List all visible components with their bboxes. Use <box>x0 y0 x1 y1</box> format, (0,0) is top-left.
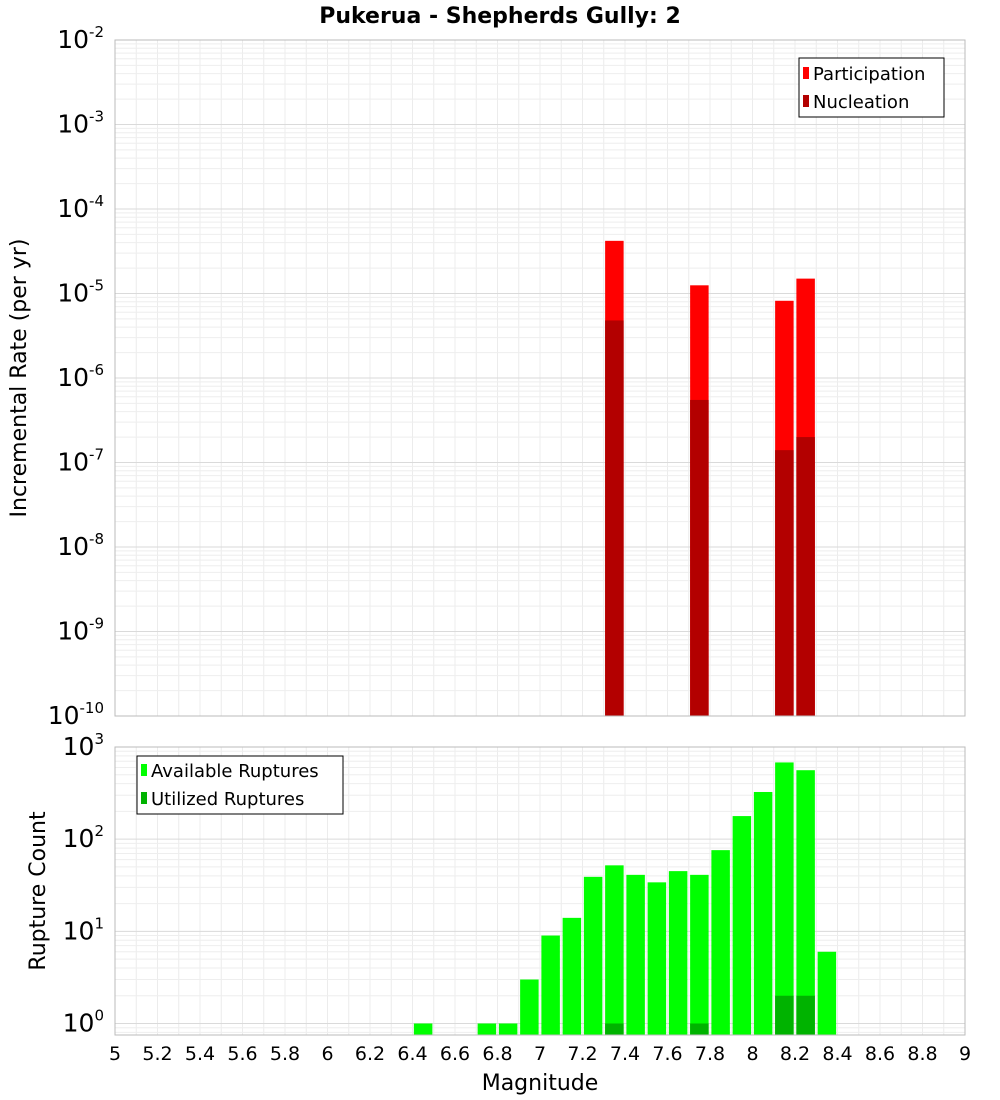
x-tick-label: 5.8 <box>270 1043 300 1065</box>
bar-nucleation <box>690 399 709 716</box>
y-tick-label: 10-7 <box>57 446 104 477</box>
participation-plot: 10-2 10-3 10-4 10-5 10-6 10-7 10-8 10-9 10-10 In… <box>7 23 966 730</box>
top-y-ticks: 10-2 10-3 10-4 10-5 10-6 10-7 10-8 10-9 10-10 <box>48 23 104 730</box>
x-ticks: 5 5.2 5.4 5.6 5.8 6 6.2 6.4 6.6 6.8 7 7.2 7.4 7.6 7.8 8… <box>109 1043 971 1065</box>
top-plot-border <box>114 39 966 717</box>
bottom-y-ticks: 103 102 101 100 <box>63 730 104 1037</box>
top-gridlines <box>114 40 966 717</box>
x-tick-label: 7.2 <box>567 1043 597 1065</box>
bar-available-ruptures <box>605 865 624 1035</box>
x-axis-label: Magnitude <box>482 1071 599 1096</box>
x-tick-label: 5 <box>109 1043 121 1065</box>
bar-available-ruptures <box>583 876 603 1035</box>
top-bars <box>605 240 815 716</box>
y-tick-label: 10-4 <box>57 192 104 223</box>
bar-available-ruptures <box>690 874 709 1035</box>
bar-available-ruptures <box>562 917 582 1035</box>
x-tick-label: 7.4 <box>610 1043 640 1065</box>
legend-label-participation: Participation <box>813 64 925 85</box>
y-tick-label: 10-5 <box>57 277 104 308</box>
y-tick-label: 103 <box>63 730 104 761</box>
x-tick-label: 6.8 <box>482 1043 512 1065</box>
bar-available-ruptures <box>498 1023 518 1035</box>
top-legend: Participation Nucleation <box>798 57 945 118</box>
x-tick-label: 6.4 <box>397 1043 427 1065</box>
x-tick-label: 6.6 <box>440 1043 470 1065</box>
y-tick-label: 10-2 <box>57 23 104 54</box>
legend-swatch-available <box>141 764 147 776</box>
bar-utilized-ruptures <box>796 995 815 1035</box>
bar-available-ruptures <box>753 791 773 1035</box>
top-legend-box <box>798 57 945 118</box>
y-tick-label: 101 <box>63 914 104 945</box>
bar-nucleation <box>775 450 794 716</box>
bar-available-ruptures <box>413 1023 433 1035</box>
y-tick-label: 10-3 <box>57 108 104 139</box>
x-tick-label: 8.4 <box>822 1043 852 1065</box>
bar-available-ruptures <box>647 882 667 1035</box>
x-tick-label: 7.6 <box>652 1043 682 1065</box>
bar-available-ruptures <box>477 1023 497 1035</box>
bottom-legend-box <box>136 755 344 815</box>
bar-available-ruptures <box>668 871 688 1035</box>
legend-label-utilized: Utilized Ruptures <box>151 789 304 810</box>
y-tick-label: 10-10 <box>48 699 104 730</box>
x-tick-label: 5.4 <box>185 1043 215 1065</box>
chart-title: Pukerua - Shepherds Gully: 2 <box>319 4 681 29</box>
y-tick-label: 10-8 <box>57 530 104 561</box>
bottom-bars <box>413 762 837 1035</box>
bar-available-ruptures <box>711 850 730 1035</box>
legend-swatch-participation <box>803 67 809 79</box>
x-tick-label: 8.8 <box>907 1043 937 1065</box>
y-tick-label: 10-6 <box>57 361 104 392</box>
bar-available-ruptures <box>732 816 752 1035</box>
y-tick-label: 102 <box>63 822 104 853</box>
bar-available-ruptures <box>626 874 645 1035</box>
x-tick-label: 8 <box>746 1043 758 1065</box>
x-tick-label: 6 <box>321 1043 333 1065</box>
legend-label-nucleation: Nucleation <box>813 92 909 113</box>
x-tick-label: 5.2 <box>142 1043 172 1065</box>
legend-label-available: Available Ruptures <box>151 761 319 782</box>
bar-nucleation <box>796 437 815 716</box>
bottom-legend: Available Ruptures Utilized Ruptures <box>136 755 344 815</box>
bar-available-ruptures <box>775 762 794 1035</box>
bar-nucleation <box>605 320 624 716</box>
bar-utilized-ruptures <box>605 1023 624 1035</box>
bar-available-ruptures <box>817 951 837 1035</box>
top-y-axis-label: Incremental Rate (per yr) <box>7 239 32 518</box>
x-tick-label: 5.6 <box>227 1043 257 1065</box>
bar-available-ruptures <box>541 935 560 1035</box>
bar-utilized-ruptures <box>775 995 794 1035</box>
y-tick-label: 100 <box>63 1006 104 1037</box>
y-tick-label: 10-9 <box>57 615 104 646</box>
x-tick-label: 8.6 <box>865 1043 895 1065</box>
x-tick-label: 9 <box>959 1043 971 1065</box>
rupture-count-plot: 103 102 101 100 5 5.2 5.4 5.6 5.8 6 6.2 6.4 6.6 6.8 7… <box>26 730 971 1096</box>
x-tick-label: 6.2 <box>355 1043 385 1065</box>
bar-available-ruptures <box>796 770 815 1035</box>
x-tick-label: 7 <box>534 1043 546 1065</box>
x-tick-label: 7.8 <box>695 1043 725 1065</box>
x-tick-label: 8.2 <box>780 1043 810 1065</box>
bar-utilized-ruptures <box>690 1023 709 1035</box>
bottom-plot-border <box>114 746 966 1036</box>
legend-swatch-nucleation <box>803 95 809 107</box>
legend-swatch-utilized <box>141 792 147 804</box>
bottom-y-axis-label: Rupture Count <box>26 811 51 971</box>
bar-available-ruptures <box>520 979 539 1035</box>
